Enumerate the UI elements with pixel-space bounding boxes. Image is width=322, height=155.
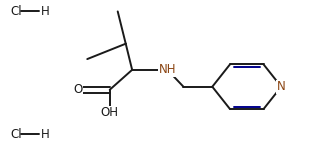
Text: OH: OH	[101, 106, 119, 119]
Text: O: O	[73, 83, 82, 96]
Text: H: H	[41, 128, 50, 141]
Text: H: H	[41, 5, 50, 18]
Text: N: N	[277, 80, 286, 93]
Text: Cl: Cl	[10, 128, 22, 141]
Text: NH: NH	[159, 63, 176, 76]
Text: OH: OH	[101, 106, 119, 119]
Text: N: N	[277, 80, 286, 93]
Text: Cl: Cl	[10, 5, 22, 18]
Text: O: O	[73, 83, 82, 96]
Text: NH: NH	[159, 63, 176, 76]
